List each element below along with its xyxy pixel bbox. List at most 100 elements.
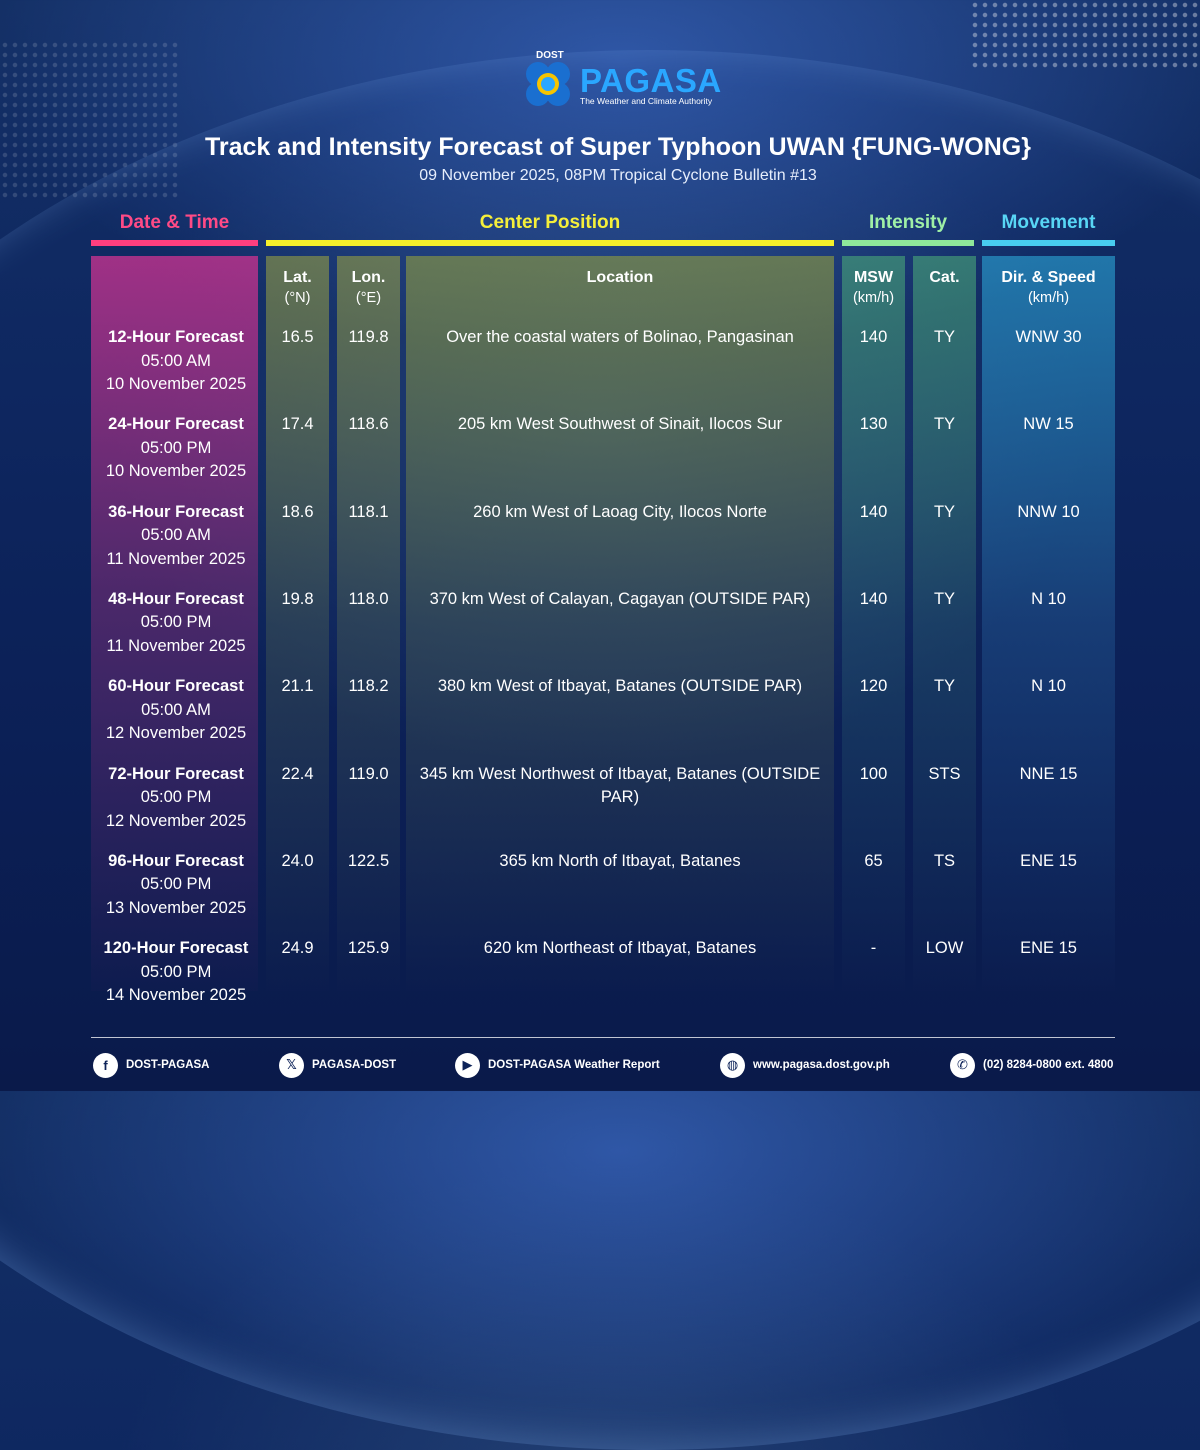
cell-cat: TY [933,589,956,608]
cell-cat: LOW [925,939,964,958]
forecast-time: 05:00 AM [141,700,211,719]
forecast-label: 24-Hour Forecast [108,415,244,434]
cell-date-time: 24-Hour Forecast 05:00 PM 10 November 2025 [91,413,261,484]
column-header-name: Dir. & Speed [1001,269,1096,286]
cell-location: 260 km West of Laoag City, Ilocos Norte [473,502,767,521]
cell-date-time: 36-Hour Forecast 05:00 AM 11 November 2025 [91,501,261,572]
cell-movement: NW 15 [1023,415,1074,434]
cell-date-time: 12-Hour Forecast 05:00 AM 10 November 2025 [91,326,261,397]
cell-movement: WNW 30 [1015,328,1082,346]
dot-pattern-decoration [970,0,1200,70]
column-header-cat: Cat. [913,268,976,288]
forecast-date: 10 November 2025 [105,375,247,393]
cell-lon: 122.5 [347,851,390,870]
group-underline [91,240,258,246]
cell-location: 380 km West of Itbayat, Batanes (OUTSIDE… [437,677,803,696]
cell-movement: NNW 10 [1017,502,1080,521]
forecast-time: 05:00 PM [140,962,212,981]
cell-movement: NNE 15 [1019,764,1078,783]
cell-lat: 16.5 [281,328,314,346]
cell-lon: 119.0 [348,764,389,783]
column-header-name: Lat. [283,269,312,286]
cell-location: 620 km Northeast of Itbayat, Batanes [483,939,757,958]
forecast-time: 05:00 PM [140,875,212,894]
x-icon: 𝕏 [279,1052,304,1078]
cell-cat: TY [933,415,956,434]
column-header-name: Location [586,269,654,286]
footer-label: PAGASA-DOST [312,1059,397,1071]
forecast-date: 11 November 2025 [106,549,246,568]
logo-tagline: The Weather and Climate Authority [580,96,713,106]
forecast-label: 96-Hour Forecast [108,851,244,870]
logo-name: PAGASA [580,62,722,99]
column-band-msw [842,256,905,991]
cell-date-time: 96-Hour Forecast 05:00 PM 13 November 2025 [91,850,261,921]
page-title: Track and Intensity Forecast of Super Ty… [204,133,1031,161]
logo-dost-text: DOST [536,50,564,61]
cell-lon: 125.9 [347,939,390,958]
cell-lat: 24.0 [281,851,314,870]
cell-lat: 17.4 [281,415,314,434]
column-header-name: MSW [853,269,894,286]
cell-location: 205 km West Southwest of Sinait, Ilocos … [457,415,783,434]
column-header-movement: Dir. & Speed (km/h) [982,268,1115,308]
forecast-date: 12 November 2025 [105,811,247,830]
cell-date-time: 48-Hour Forecast 05:00 PM 11 November 2025 [91,588,261,659]
forecast-label: 12-Hour Forecast [108,328,244,346]
column-band-cat [913,256,976,991]
cell-lon: 119.8 [348,328,389,346]
cell-msw: 140 [859,328,888,346]
column-band-lat [266,256,329,991]
forecast-time: 05:00 AM [141,526,211,545]
group-label: Movement [1001,212,1096,233]
forecast-time: 05:00 PM [140,613,212,632]
column-band-movement [982,256,1115,991]
column-header-unit: (km/h) [852,290,895,306]
cell-cat: TY [933,677,956,696]
group-underline [266,240,834,246]
footer-label: DOST-PAGASA [126,1059,210,1071]
cell-cat: TY [933,502,956,521]
forecast-date: 12 November 2025 [105,724,247,743]
column-header-name: Lon. [351,269,386,286]
footer-item: 𝕏 PAGASA-DOST [279,1052,396,1078]
footer-divider [91,1037,1115,1038]
cell-lat: 21.1 [281,677,314,696]
column-band-location [406,256,834,991]
footer-item: ◍ www.pagasa.dost.gov.ph [720,1052,890,1078]
globe-icon: ◍ [720,1052,745,1078]
cell-cat: TS [933,851,956,870]
footer-item: ✆ (02) 8284-0800 ext. 4800 [950,1052,1113,1078]
cell-msw: 65 [864,851,883,870]
cell-movement: ENE 15 [1020,939,1077,958]
forecast-time: 05:00 PM [140,788,212,806]
cell-date-time: 60-Hour Forecast 05:00 AM 12 November 2025 [91,675,261,746]
footer-label: DOST-PAGASA Weather Report [488,1059,660,1071]
cell-location: 370 km West of Calayan, Cagayan (OUTSIDE… [429,589,811,608]
forecast-label: 120-Hour Forecast [103,939,249,958]
cell-msw: 130 [859,415,888,434]
group-header-movement: Movement [982,212,1115,246]
cell-lon: 118.2 [348,677,389,696]
youtube-icon: ▶ [455,1052,480,1078]
cell-lon: 118.0 [348,589,389,608]
cell-location: 365 km North of Itbayat, Batanes [499,851,741,870]
forecast-label: 36-Hour Forecast [108,502,244,521]
group-underline [982,240,1115,246]
column-header-location: Location [406,268,834,288]
cell-movement: N 10 [1031,677,1066,696]
footer-label: www.pagasa.dost.gov.ph [753,1059,890,1071]
forecast-label: 48-Hour Forecast [108,589,244,608]
page-subtitle: 09 November 2025, 08PM Tropical Cyclone … [419,167,817,184]
cell-movement: N 10 [1031,589,1066,608]
cell-lat: 22.4 [281,764,314,783]
cell-cat: STS [928,764,961,783]
forecast-label: 72-Hour Forecast [108,764,244,783]
cell-location: Over the coastal waters of Bolinao, Pang… [446,328,794,346]
forecast-date: 13 November 2025 [105,898,247,917]
cell-cat: TY [933,328,956,346]
phone-icon: ✆ [950,1052,975,1078]
cell-msw: - [870,939,877,958]
group-header-intensity: Intensity [842,212,974,246]
forecast-date: 10 November 2025 [105,462,247,481]
